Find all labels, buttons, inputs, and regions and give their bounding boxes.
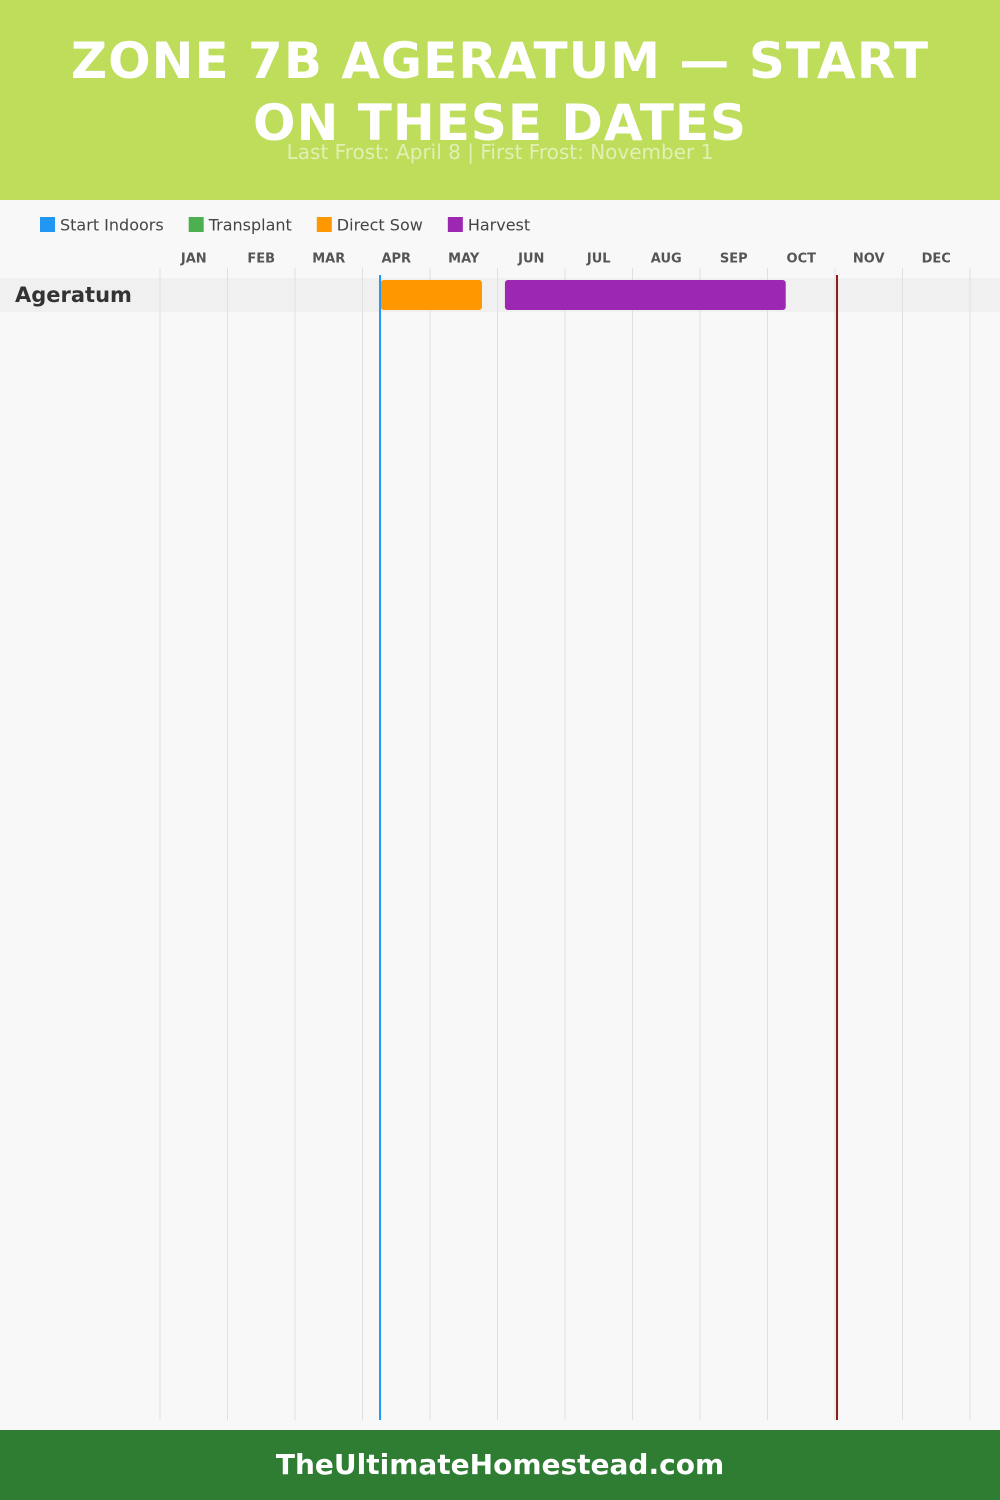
legend-label: Start Indoors (60, 216, 164, 235)
x-tick-label: MAR (312, 252, 345, 267)
x-tick-label: AUG (651, 252, 682, 267)
x-tick-label: NOV (853, 252, 885, 267)
chart-subtitle: Last Frost: April 8 | First Frost: Novem… (286, 140, 714, 164)
footer: TheUltimateHomestead.com (0, 1430, 1000, 1500)
legend-label: Direct Sow (337, 216, 423, 235)
x-tick-label: MAY (448, 252, 480, 267)
bar (504, 280, 786, 310)
x-tick-label: DEC (922, 252, 951, 267)
legend-swatch (447, 217, 463, 232)
x-tick-label: JAN (180, 252, 207, 267)
row-label: Ageratum (15, 283, 132, 307)
legend-swatch (316, 217, 332, 232)
bar (380, 280, 482, 310)
legend-swatch (188, 217, 204, 232)
x-tick-label: JUL (586, 252, 611, 267)
x-tick-label: OCT (787, 252, 817, 267)
chart: Start Indoors Transplant Direct Sow Harvest… (0, 216, 1000, 1420)
chart-title: ZONE 7B AGERATUM — START ON THESE DATES (70, 32, 930, 152)
x-tick-label: JUN (517, 252, 544, 267)
header: ZONE 7B AGERATUM — START ON THESE DATES … (0, 0, 1000, 200)
legend-label: Harvest (468, 216, 530, 235)
row-background (0, 278, 1000, 312)
x-tick-label: APR (381, 252, 411, 267)
x-tick-label: FEB (247, 252, 275, 267)
legend-swatch (40, 217, 55, 232)
x-tick-label: SEP (720, 252, 748, 267)
legend-label: Transplant (208, 216, 292, 235)
